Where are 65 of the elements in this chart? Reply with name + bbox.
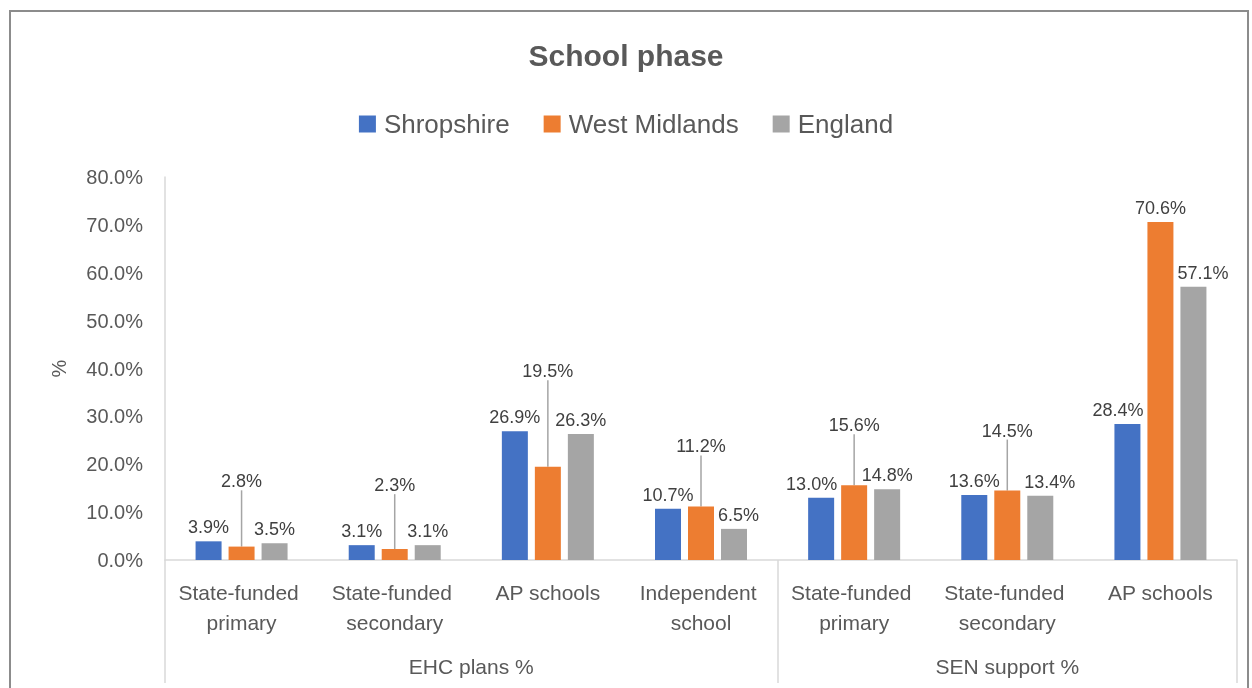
- y-tick-label: 60.0%: [86, 261, 144, 284]
- bar: [501, 431, 528, 560]
- x-tick-label: AP schools: [1108, 580, 1213, 604]
- y-tick-label: 80.0%: [86, 166, 144, 188]
- bar: [808, 497, 835, 560]
- x-tick-label: Independent school: [639, 580, 763, 634]
- data-label: 10.7%: [642, 484, 694, 505]
- data-label: 2.3%: [374, 475, 416, 496]
- x-tick-label: State-funded secondary: [331, 580, 458, 634]
- data-label: 26.3%: [555, 410, 607, 431]
- x-tick-label: State-funded primary: [791, 580, 918, 634]
- data-label: 11.2%: [676, 436, 726, 457]
- chart-title: School phase: [528, 38, 724, 72]
- bar: [261, 543, 288, 560]
- bar: [994, 490, 1021, 560]
- data-label: 70.6%: [1134, 198, 1186, 218]
- bar: [874, 489, 901, 560]
- data-label: 13.0%: [786, 473, 838, 494]
- legend-label: West Midlands: [568, 109, 739, 139]
- data-label: 13.6%: [948, 470, 1000, 491]
- bar: [721, 528, 747, 560]
- bar: [534, 466, 561, 560]
- bar: [414, 545, 441, 560]
- x-tick-label: State-funded secondary: [944, 580, 1071, 634]
- y-tick-label: 30.0%: [86, 405, 144, 428]
- data-label: 15.6%: [828, 415, 880, 436]
- bar: [381, 548, 408, 560]
- bar: [195, 541, 222, 560]
- bar: [1114, 424, 1141, 560]
- x-tick-label: AP schools: [495, 580, 601, 604]
- bar: [1027, 495, 1054, 560]
- y-tick-label: 10.0%: [86, 501, 144, 524]
- bar: [348, 545, 375, 560]
- y-tick-label: 20.0%: [86, 453, 144, 476]
- data-label: 3.9%: [188, 517, 230, 538]
- bar: [961, 494, 988, 560]
- y-tick-label: 50.0%: [86, 309, 144, 332]
- data-label: 57.1%: [1177, 262, 1229, 283]
- bar: [567, 434, 594, 560]
- y-tick-label: 40.0%: [86, 357, 144, 380]
- bar: [688, 506, 714, 560]
- bar: [1147, 222, 1174, 560]
- y-tick-label: 0.0%: [97, 549, 144, 571]
- data-label: 2.8%: [221, 471, 263, 492]
- y-axis-title: %: [48, 359, 70, 378]
- bar: [228, 546, 255, 560]
- text: SEN support %: [935, 654, 1080, 678]
- data-label: 28.4%: [1092, 400, 1144, 421]
- bar: [1180, 286, 1207, 560]
- data-label: 3.5%: [254, 519, 296, 540]
- data-label: 3.1%: [407, 521, 449, 542]
- data-label: 14.8%: [861, 465, 913, 486]
- bar: [655, 508, 681, 560]
- data-label: 26.9%: [489, 407, 541, 428]
- data-label: 14.5%: [981, 420, 1033, 441]
- data-label: 13.4%: [1024, 471, 1076, 492]
- x-tick-label: State-funded primary: [178, 580, 305, 634]
- text: EHC plans %: [408, 654, 534, 678]
- data-label: 3.1%: [341, 521, 383, 542]
- data-label: 6.5%: [718, 504, 760, 525]
- bar: [841, 485, 868, 560]
- data-label: 19.5%: [522, 361, 574, 382]
- legend-label: England: [797, 109, 894, 139]
- legend-label: Shropshire: [383, 109, 510, 139]
- y-tick-label: 70.0%: [86, 213, 144, 236]
